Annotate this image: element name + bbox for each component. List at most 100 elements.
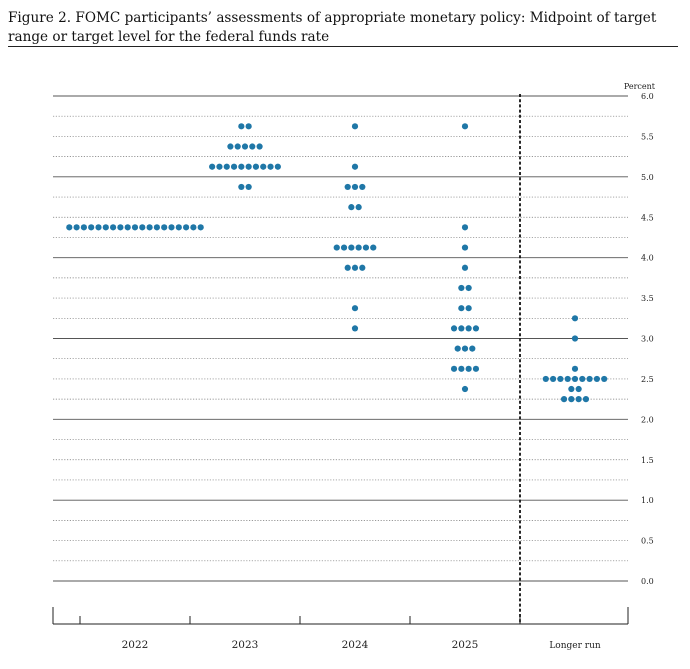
y-tick-label: 5.5 [641, 132, 654, 141]
dot-mark [465, 284, 472, 292]
dot-mark [458, 305, 465, 312]
grid-lines [53, 95, 628, 582]
dot-mark [465, 365, 472, 372]
dot-mark [450, 365, 458, 372]
dot-mark [579, 375, 586, 383]
y-tick-label: 4.5 [641, 213, 654, 222]
dot-mark [146, 224, 153, 231]
dot-mark [351, 264, 359, 271]
y-tick-label: 1.5 [641, 456, 654, 465]
dot-mark [560, 396, 568, 403]
dot-mark [153, 224, 160, 231]
dot-mark [209, 163, 216, 170]
dot-mark [351, 183, 359, 191]
dot-mark [348, 244, 355, 251]
dot-mark [564, 375, 571, 383]
dot-mark [351, 163, 359, 170]
dot-mark [571, 315, 579, 322]
dot-mark [450, 325, 458, 332]
dot-mark [465, 325, 472, 332]
dot-mark [571, 365, 579, 372]
dot-mark [245, 183, 252, 191]
dot-mark [216, 163, 223, 170]
dot-mark [95, 224, 102, 231]
dot-mark [571, 375, 579, 383]
dot-mark [267, 163, 274, 170]
dot-mark [575, 396, 582, 403]
dot-mark [238, 123, 245, 130]
dot-mark [344, 264, 351, 271]
dot-mark [351, 123, 359, 130]
dot-mark [461, 224, 469, 231]
dot-mark [359, 264, 366, 271]
dot-mark [73, 224, 80, 231]
y-tick-label: 2.0 [641, 415, 654, 424]
dot-mark [139, 224, 146, 231]
dot-mark [472, 325, 480, 332]
dot-mark [472, 365, 480, 372]
dot-mark [102, 224, 109, 231]
dot-mark [249, 143, 256, 150]
dot-mark [241, 143, 249, 150]
dot-mark [238, 183, 245, 191]
dot-mark [274, 163, 281, 170]
dot-mark [131, 224, 139, 231]
title-rule [8, 46, 678, 47]
x-category-label: 2023 [232, 639, 259, 651]
dot-mark [124, 224, 131, 231]
y-tick-label: 3.0 [641, 335, 654, 344]
y-tick-label: 0.5 [641, 537, 654, 546]
dot-mark [458, 365, 465, 372]
dot-mark [593, 375, 601, 383]
dot-mark [458, 284, 465, 292]
y-tick-label: 2.5 [641, 375, 654, 384]
dot-mark [557, 375, 564, 383]
dot-mark [542, 375, 549, 383]
dot-mark [568, 396, 575, 403]
y-tick-label: 3.5 [641, 294, 654, 303]
dot-mark [227, 143, 234, 150]
x-category-label: 2024 [342, 639, 369, 651]
y-tick-label: 1.0 [641, 496, 654, 505]
dot-mark [362, 244, 370, 251]
dot-mark [190, 224, 197, 231]
dot-mark [161, 224, 168, 231]
dot-mark [359, 183, 366, 191]
dot-mark [461, 264, 469, 271]
dot-mark [461, 345, 469, 352]
dot-mark [348, 204, 355, 211]
dot-mark [252, 163, 260, 170]
dot-mark [168, 224, 175, 231]
dot-mark [454, 345, 461, 352]
x-category-label: Longer run [549, 641, 601, 651]
y-tick-label: 0.0 [641, 577, 654, 586]
dot-mark [355, 204, 362, 211]
dot-mark [351, 305, 359, 312]
dot-mark [183, 224, 190, 231]
dot-mark [234, 143, 241, 150]
x-category-label: 2025 [452, 639, 479, 651]
dot-mark [370, 244, 377, 251]
dot-mark [461, 244, 469, 251]
dot-mark [245, 163, 252, 170]
figure-title: Figure 2. FOMC participants’ assessments… [8, 10, 657, 45]
dot-mark [351, 325, 359, 332]
dot-mark [197, 224, 204, 231]
dot-mark [88, 224, 95, 231]
dot-mark [117, 224, 124, 231]
axis-labels: 0.0 0.5 1.0 1.5 2.0 2.5 3.0 3.5 4.0 4.5 5.0 5.5 6.0P… [122, 82, 656, 651]
dot-mark [465, 305, 472, 312]
dot-mark [256, 143, 263, 150]
dot-mark [260, 163, 267, 170]
dot-mark [223, 163, 230, 170]
dot-mark [340, 244, 348, 251]
dot-mark [568, 385, 575, 393]
y-tick-label: 6.0 [641, 92, 654, 101]
dot-mark [333, 244, 340, 251]
dot-mark [575, 385, 582, 393]
y-tick-label: 4.0 [641, 254, 654, 263]
x-axis [52, 94, 629, 625]
dot-mark [344, 183, 351, 191]
dot-mark [461, 385, 469, 393]
